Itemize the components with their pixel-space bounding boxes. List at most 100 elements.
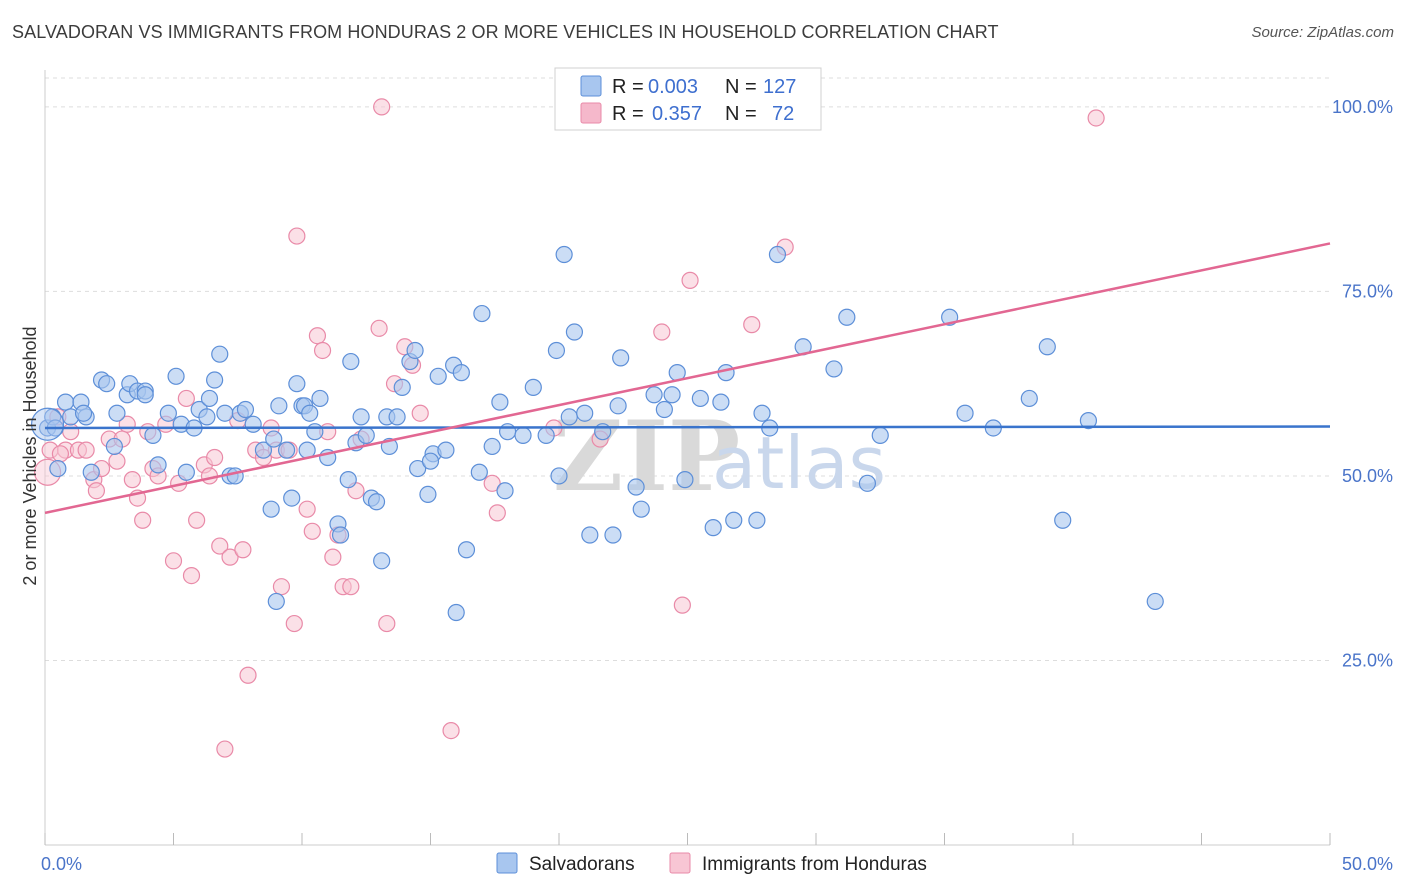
- salvadoran-point-77: [524, 378, 542, 396]
- salvadoran-point-123: [265, 430, 283, 448]
- salvadoran-point-37: [277, 441, 296, 459]
- correlation-legend: R = 0.003 N = 127 R = 0.357 N = 72: [554, 67, 822, 131]
- salvadoran-point-112: [956, 404, 974, 422]
- honduras-point-26: [206, 448, 224, 467]
- salvadoran-point-110: [871, 426, 889, 444]
- grid-lines: [45, 77, 1330, 661]
- legend-swatch-honduras: [669, 852, 691, 874]
- salvadoran-point-93: [655, 400, 673, 419]
- salvadoran-point-44: [311, 389, 329, 408]
- honduras-point-29: [221, 548, 239, 566]
- salvadoran-point-100: [717, 364, 735, 382]
- salvadoran-point-10: [105, 437, 123, 456]
- salvadoran-point-90: [627, 478, 645, 496]
- legend-label-salvadorans: Salvadorans: [529, 854, 635, 875]
- salvadoran-point-52: [357, 426, 375, 444]
- honduras-point-39: [285, 614, 303, 633]
- honduras-point-52: [370, 319, 388, 337]
- salvadoran-point-59: [393, 378, 411, 396]
- honduras-point-22: [182, 566, 201, 585]
- salvadoran-point-63: [419, 485, 437, 504]
- honduras-point-65: [681, 271, 699, 289]
- y-tick-label-2: 75.0%: [1342, 281, 1393, 301]
- honduras-point-59: [483, 474, 501, 492]
- salvadoran-point-80: [550, 467, 568, 485]
- salvadoran-point-76: [514, 426, 532, 444]
- y-axis-label: 2 or more Vehicles in Household: [20, 326, 40, 585]
- salvadoran-point-11: [108, 404, 126, 422]
- honduras-point-5: [77, 441, 95, 459]
- chart-title: SALVADORAN VS IMMIGRANTS FROM HONDURAS 2…: [12, 22, 999, 42]
- salvadoran-point-79: [547, 341, 566, 360]
- salvadoran-point-17: [149, 456, 167, 474]
- honduras-point-70: [51, 445, 70, 463]
- honduras-point-19: [164, 552, 183, 570]
- salvadoran-point-35: [267, 592, 285, 611]
- honduras-point-3: [62, 423, 80, 441]
- x-tick-label-0: 0.0%: [41, 854, 82, 874]
- honduras-point-58: [442, 721, 460, 740]
- salvadoran-point-69: [457, 541, 476, 559]
- salvadoran-point-42: [301, 404, 319, 422]
- honduras-point-64: [673, 596, 691, 614]
- salvadoran-point-98: [704, 519, 722, 537]
- legend-swatch-salvadorans: [496, 852, 518, 874]
- salvadoran-point-99: [712, 393, 730, 411]
- salvadoran-point-97: [691, 389, 709, 408]
- salvadoran-point-51: [352, 408, 370, 426]
- honduras-point-60: [488, 504, 506, 522]
- salvadoran-point-101: [725, 511, 743, 529]
- series-salvadorans-points: [30, 245, 1164, 622]
- y-tick-label-1: 50.0%: [1342, 466, 1393, 486]
- honduras-point-63: [653, 323, 671, 341]
- x-tick-labels: 0.0% 50.0%: [41, 854, 1393, 874]
- legend-r-value-1: 0.003: [648, 76, 698, 98]
- salvadoran-point-32: [244, 415, 262, 433]
- salvadoran-point-3: [56, 393, 75, 411]
- legend-n-label-1: N =: [725, 76, 757, 98]
- salvadoran-point-47: [331, 526, 350, 544]
- y-tick-label-3: 100.0%: [1332, 97, 1393, 117]
- legend-n-value-2: 72: [772, 103, 794, 125]
- y-tick-labels: 25.0% 50.0% 75.0% 100.0%: [1332, 97, 1393, 671]
- honduras-point-46: [324, 548, 342, 566]
- legend-swatch-blue: [580, 75, 602, 97]
- salvadoran-point-89: [612, 349, 630, 367]
- honduras-point-12: [123, 471, 141, 489]
- honduras-point-28: [216, 740, 234, 758]
- salvadoran-point-48: [339, 471, 357, 489]
- honduras-point-31: [234, 541, 252, 559]
- honduras-point-49: [342, 578, 360, 596]
- salvadoran-point-86: [594, 423, 612, 441]
- salvadoran-point-49: [342, 352, 360, 371]
- honduras-point-68: [373, 98, 391, 116]
- salvadoran-point-118: [1146, 592, 1164, 611]
- salvadoran-point-70: [447, 603, 465, 622]
- salvadoran-point-120: [74, 404, 93, 422]
- salvadoran-point-36: [270, 397, 288, 415]
- salvadoran-point-19: [167, 367, 185, 385]
- salvadoran-point-62: [409, 459, 427, 478]
- honduras-point-53: [378, 614, 396, 633]
- honduras-point-7: [87, 482, 106, 500]
- salvadoran-point-81: [555, 245, 573, 264]
- salvadoran-point-72: [473, 304, 491, 323]
- legend-n-label-2: N =: [725, 103, 757, 125]
- series-legend: Salvadorans Immigrants from Honduras: [496, 852, 927, 875]
- honduras-point-32: [239, 666, 257, 684]
- salvadoran-point-2: [49, 459, 67, 478]
- salvadoran-point-34: [262, 500, 280, 518]
- honduras-point-57: [411, 404, 429, 422]
- honduras-point-23: [188, 511, 206, 529]
- salvadoran-point-125: [421, 452, 440, 470]
- legend-label-honduras: Immigrants from Honduras: [702, 854, 927, 875]
- salvadoran-point-126: [496, 482, 514, 500]
- salvadoran-point-29: [226, 467, 244, 485]
- salvadoran-point-27: [216, 404, 234, 422]
- salvadorans-trend-line: [44, 425, 1331, 430]
- salvadoran-cluster-point: [30, 407, 65, 441]
- salvadoran-point-103: [753, 404, 771, 422]
- salvadoran-point-55: [373, 552, 391, 570]
- honduras-point-42: [303, 522, 321, 540]
